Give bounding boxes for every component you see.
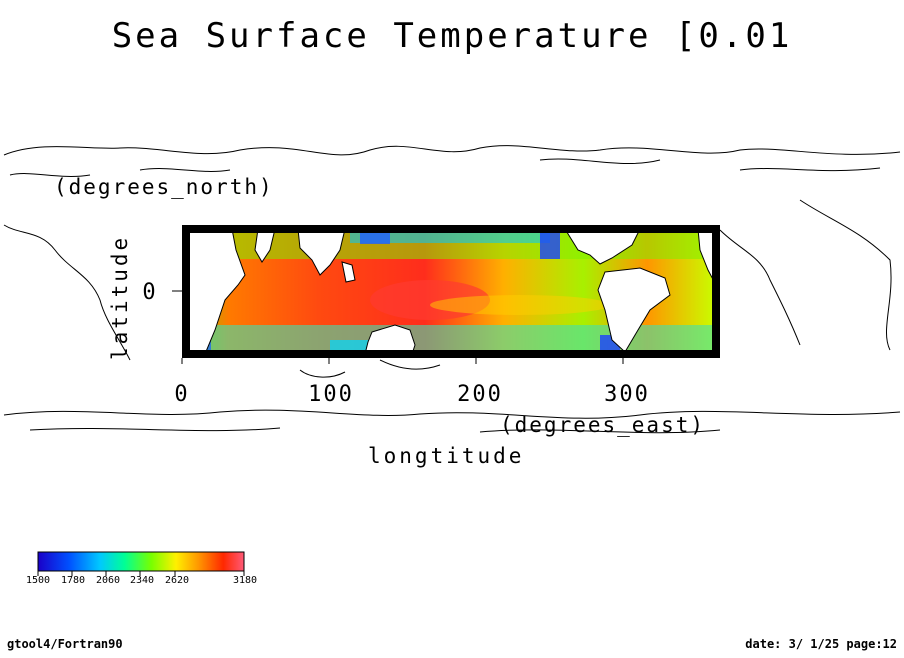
y-axis-unit: (degrees_north) [54,175,274,199]
x-axis-ticks [181,358,624,364]
plot-frame [182,225,720,358]
colorbar-tick-label: 3180 [233,575,257,586]
x-tick-label: 300 [604,382,650,407]
colorbar-tick-label: 1780 [61,575,85,586]
colorbar-tick-label: 1500 [26,575,50,586]
x-axis-label: longtitude [368,444,524,468]
chart-title: Sea Surface Temperature [0.01 [112,16,793,56]
x-tick-label: 100 [308,382,354,407]
x-tick-label: 200 [457,382,503,407]
footer-left: gtool4/Fortran90 [7,637,123,651]
y-axis-label: latitude [108,235,132,360]
footer-right: date: 3/ 1/25 page:12 [745,637,897,651]
world-coastline [3,145,901,434]
colorbar-tick-label: 2340 [130,575,154,586]
colorbar-tick-label: 2620 [165,575,189,586]
colorbar-tick-label: 2060 [96,575,120,586]
sst-field [186,229,716,354]
x-axis-unit: (degrees_east) [500,413,705,437]
x-tick-label: 0 [174,382,189,407]
colorbar [37,551,245,576]
y-tick-label: 0 [142,280,155,305]
